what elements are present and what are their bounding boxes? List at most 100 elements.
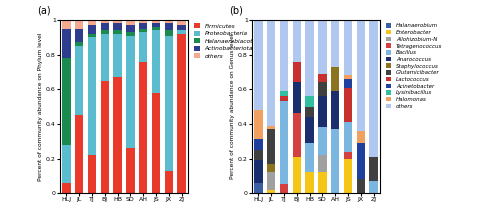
Bar xyxy=(318,127,326,155)
Bar xyxy=(306,172,314,193)
Bar xyxy=(114,20,122,24)
Bar xyxy=(331,20,340,67)
Bar xyxy=(356,20,365,131)
Bar xyxy=(100,81,109,193)
Bar xyxy=(344,159,352,193)
Bar xyxy=(292,82,301,113)
Text: (a): (a) xyxy=(37,5,51,15)
Bar xyxy=(75,115,84,193)
Legend: Firmicutes, Proteobacteria, Halanaerobiacota, Actinobacteriota, others: Firmicutes, Proteobacteria, Halanaerobia… xyxy=(194,23,257,59)
Bar xyxy=(152,30,160,93)
Bar xyxy=(331,129,340,193)
Bar xyxy=(356,179,365,193)
Bar xyxy=(254,20,262,110)
Bar xyxy=(267,126,276,129)
Bar xyxy=(75,20,84,29)
Bar xyxy=(139,32,147,61)
Bar xyxy=(62,58,70,145)
Bar xyxy=(88,37,96,155)
Bar xyxy=(331,91,340,129)
Bar xyxy=(318,82,326,96)
Bar xyxy=(306,96,314,107)
Bar xyxy=(178,30,186,34)
Bar xyxy=(318,96,326,127)
Bar xyxy=(280,184,288,193)
Bar xyxy=(62,145,70,183)
Bar xyxy=(164,20,173,24)
Bar xyxy=(164,30,173,36)
Text: (b): (b) xyxy=(229,5,243,15)
Bar xyxy=(126,25,134,32)
Bar xyxy=(344,75,352,79)
Bar xyxy=(152,20,160,24)
Bar xyxy=(114,24,122,30)
Bar xyxy=(75,29,84,42)
Bar xyxy=(62,29,70,58)
Bar xyxy=(292,61,301,82)
Bar xyxy=(152,93,160,193)
Bar xyxy=(114,77,122,193)
Bar xyxy=(344,122,352,152)
Bar xyxy=(306,20,314,96)
Bar xyxy=(139,29,147,32)
Bar xyxy=(280,91,288,96)
Bar xyxy=(356,131,365,143)
Bar xyxy=(114,34,122,77)
Bar xyxy=(267,129,276,164)
Bar xyxy=(100,20,109,24)
Bar xyxy=(267,190,276,193)
Bar xyxy=(178,34,186,193)
Bar xyxy=(75,42,84,46)
Bar xyxy=(306,143,314,172)
Bar xyxy=(318,155,326,172)
Bar xyxy=(62,20,70,29)
Bar xyxy=(100,30,109,34)
Bar xyxy=(306,107,314,117)
Bar xyxy=(88,155,96,193)
Bar xyxy=(62,183,70,193)
Bar xyxy=(254,110,262,139)
Y-axis label: Percent of community abundance on Genus level: Percent of community abundance on Genus … xyxy=(230,34,235,179)
Bar xyxy=(344,20,352,75)
Bar xyxy=(152,24,160,27)
Bar xyxy=(306,117,314,143)
Bar xyxy=(318,74,326,82)
Bar xyxy=(356,143,365,179)
Bar xyxy=(254,150,262,160)
Bar xyxy=(344,79,352,87)
Bar xyxy=(139,61,147,193)
Bar xyxy=(370,157,378,181)
Bar xyxy=(292,157,301,193)
Bar xyxy=(88,20,96,25)
Bar xyxy=(318,20,326,74)
Bar xyxy=(139,24,147,29)
Bar xyxy=(370,20,378,157)
Bar xyxy=(370,181,378,193)
Bar xyxy=(100,34,109,81)
Bar xyxy=(267,20,276,126)
Bar xyxy=(267,172,276,190)
Bar xyxy=(254,183,262,193)
Bar xyxy=(139,20,147,24)
Bar xyxy=(126,148,134,193)
Bar xyxy=(292,113,301,157)
Bar xyxy=(178,25,186,30)
Y-axis label: Percent of community abundance on Phylum level: Percent of community abundance on Phylum… xyxy=(38,32,43,181)
Legend: Halanaerobium, Enterobacter, Allohizobium-N, Tetragenococcus, Bacillus, Anarococ: Halanaerobium, Enterobacter, Allohizobiu… xyxy=(386,23,443,109)
Bar xyxy=(126,20,134,25)
Bar xyxy=(254,160,262,183)
Bar xyxy=(280,96,288,101)
Bar xyxy=(267,164,276,172)
Bar xyxy=(344,152,352,159)
Bar xyxy=(152,27,160,30)
Bar xyxy=(126,32,134,36)
Bar xyxy=(178,20,186,25)
Bar xyxy=(75,46,84,115)
Bar xyxy=(164,24,173,30)
Bar xyxy=(344,87,352,122)
Bar xyxy=(280,20,288,91)
Bar xyxy=(126,36,134,148)
Bar xyxy=(114,30,122,34)
Bar xyxy=(318,172,326,193)
Bar xyxy=(100,24,109,30)
